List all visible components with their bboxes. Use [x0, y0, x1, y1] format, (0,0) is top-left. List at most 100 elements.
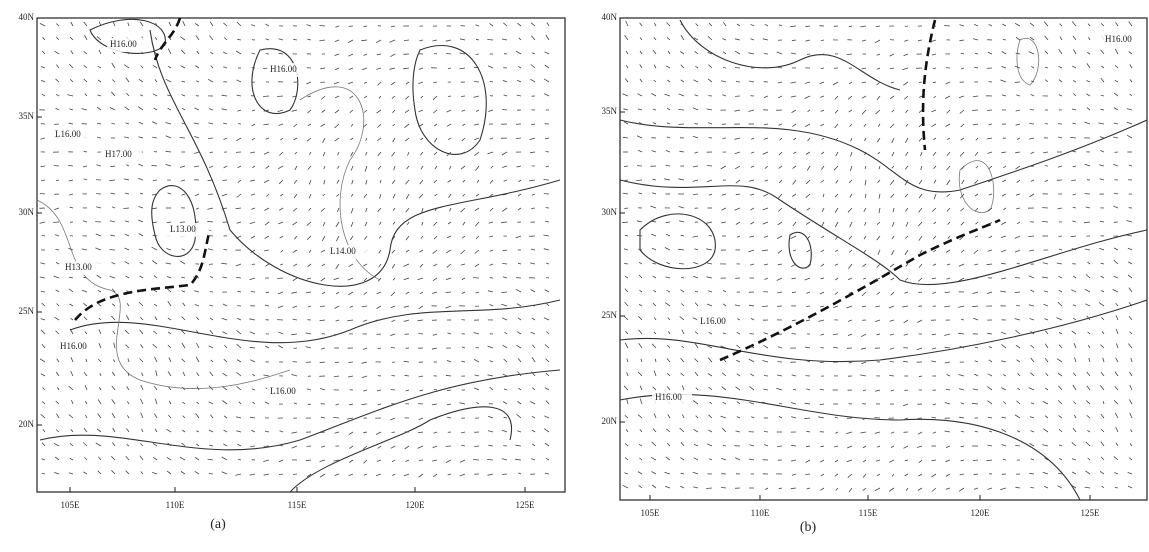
wind-arrow: [418, 417, 424, 421]
wind-arrow: [959, 235, 965, 241]
wind-arrow: [778, 416, 783, 419]
wind-arrow: [1042, 262, 1049, 265]
wind-arrow: [1001, 387, 1007, 391]
wind-arrow: [820, 473, 825, 477]
wind-arrow: [236, 359, 242, 363]
wind-arrow: [95, 442, 102, 447]
wind-arrow: [832, 81, 839, 86]
wind-arrow: [791, 277, 797, 280]
wind-arrow: [224, 344, 228, 349]
wind-arrow: [931, 473, 937, 478]
wind-arrow: [168, 386, 172, 391]
wind-arrow: [151, 164, 158, 167]
wind-arrow: [235, 235, 242, 239]
wind-arrow: [932, 263, 937, 266]
wind-arrow: [694, 302, 699, 307]
wind-arrow: [529, 179, 536, 182]
wind-arrow: [209, 304, 214, 307]
wind-arrow: [544, 289, 550, 293]
wind-arrow: [639, 289, 643, 293]
wind-arrow: [932, 151, 937, 156]
wind-arrow: [878, 165, 881, 170]
wind-arrow: [152, 260, 158, 265]
wind-arrow: [1099, 247, 1105, 251]
wind-arrow: [960, 221, 965, 226]
wind-arrow: [1056, 262, 1063, 265]
wind-arrow: [474, 249, 480, 254]
wind-arrow: [41, 235, 46, 237]
wind-arrow: [1044, 35, 1049, 41]
wind-arrow: [391, 319, 396, 323]
wind-arrow: [889, 361, 895, 363]
wind-arrow: [640, 358, 643, 363]
wind-arrow: [154, 413, 158, 419]
wind-arrow: [1030, 344, 1035, 349]
wind-arrow: [960, 52, 965, 55]
wind-arrow: [349, 95, 354, 99]
wind-arrow: [651, 471, 657, 475]
wind-arrow: [305, 459, 312, 462]
wind-arrow: [153, 303, 158, 307]
wind-arrow: [1115, 302, 1119, 307]
wind-arrow: [820, 179, 825, 183]
wind-arrow: [790, 95, 797, 98]
wind-arrow: [196, 343, 200, 349]
wind-arrow: [489, 360, 494, 363]
wind-arrow: [807, 109, 811, 113]
wind-arrow: [56, 358, 60, 363]
wind-arrow: [392, 109, 396, 114]
wind-arrow: [918, 375, 923, 378]
wind-arrow: [1100, 372, 1105, 377]
wind-arrow: [765, 487, 769, 490]
wind-arrow: [487, 374, 494, 377]
wind-arrow: [750, 318, 755, 321]
wind-arrow: [109, 107, 116, 111]
wind-arrow: [447, 67, 452, 70]
wind-arrow: [462, 179, 466, 183]
wind-arrow: [944, 95, 951, 99]
wind-arrow: [109, 275, 116, 279]
wind-arrow: [763, 375, 769, 377]
wind-arrow: [819, 291, 825, 295]
wind-arrow: [334, 431, 340, 434]
wind-arrow: [1129, 399, 1133, 405]
wind-arrow: [748, 304, 755, 307]
wind-arrow: [708, 331, 713, 335]
wind-arrow: [278, 207, 284, 211]
wind-arrow: [891, 235, 895, 240]
wind-arrow: [834, 109, 839, 114]
wind-arrow: [734, 207, 741, 211]
wind-arrow: [975, 137, 979, 141]
wind-arrow: [665, 164, 671, 167]
wind-arrow: [291, 431, 298, 434]
wind-arrow: [762, 207, 769, 211]
wind-arrow: [989, 221, 993, 225]
wind-arrow: [181, 342, 186, 349]
wind-arrow: [277, 109, 284, 112]
wind-arrow: [68, 165, 74, 167]
wind-arrow: [944, 333, 951, 336]
wind-arrow: [459, 67, 466, 70]
wind-arrow: [545, 358, 550, 363]
wind-arrow: [736, 23, 741, 27]
wind-arrow: [502, 373, 508, 377]
wind-arrow: [55, 93, 60, 97]
wind-arrow: [1100, 23, 1105, 27]
wind-arrow: [348, 263, 354, 268]
wind-arrow: [250, 291, 256, 293]
wind-arrow: [1127, 247, 1133, 251]
wind-arrow: [652, 302, 657, 307]
wind-arrow: [1001, 151, 1007, 154]
wind-arrow: [624, 301, 629, 307]
wind-arrow: [182, 401, 186, 405]
wind-arrow: [544, 93, 550, 97]
wind-arrow: [308, 249, 312, 254]
wind-arrow: [864, 193, 867, 198]
wind-arrow: [251, 123, 256, 127]
wind-arrow: [503, 179, 508, 182]
wind-arrow: [944, 361, 951, 364]
wind-arrow: [848, 361, 853, 364]
wind-arrow: [1001, 51, 1007, 55]
wind-arrow: [320, 67, 326, 70]
x-tick-label: 120E: [406, 500, 426, 510]
